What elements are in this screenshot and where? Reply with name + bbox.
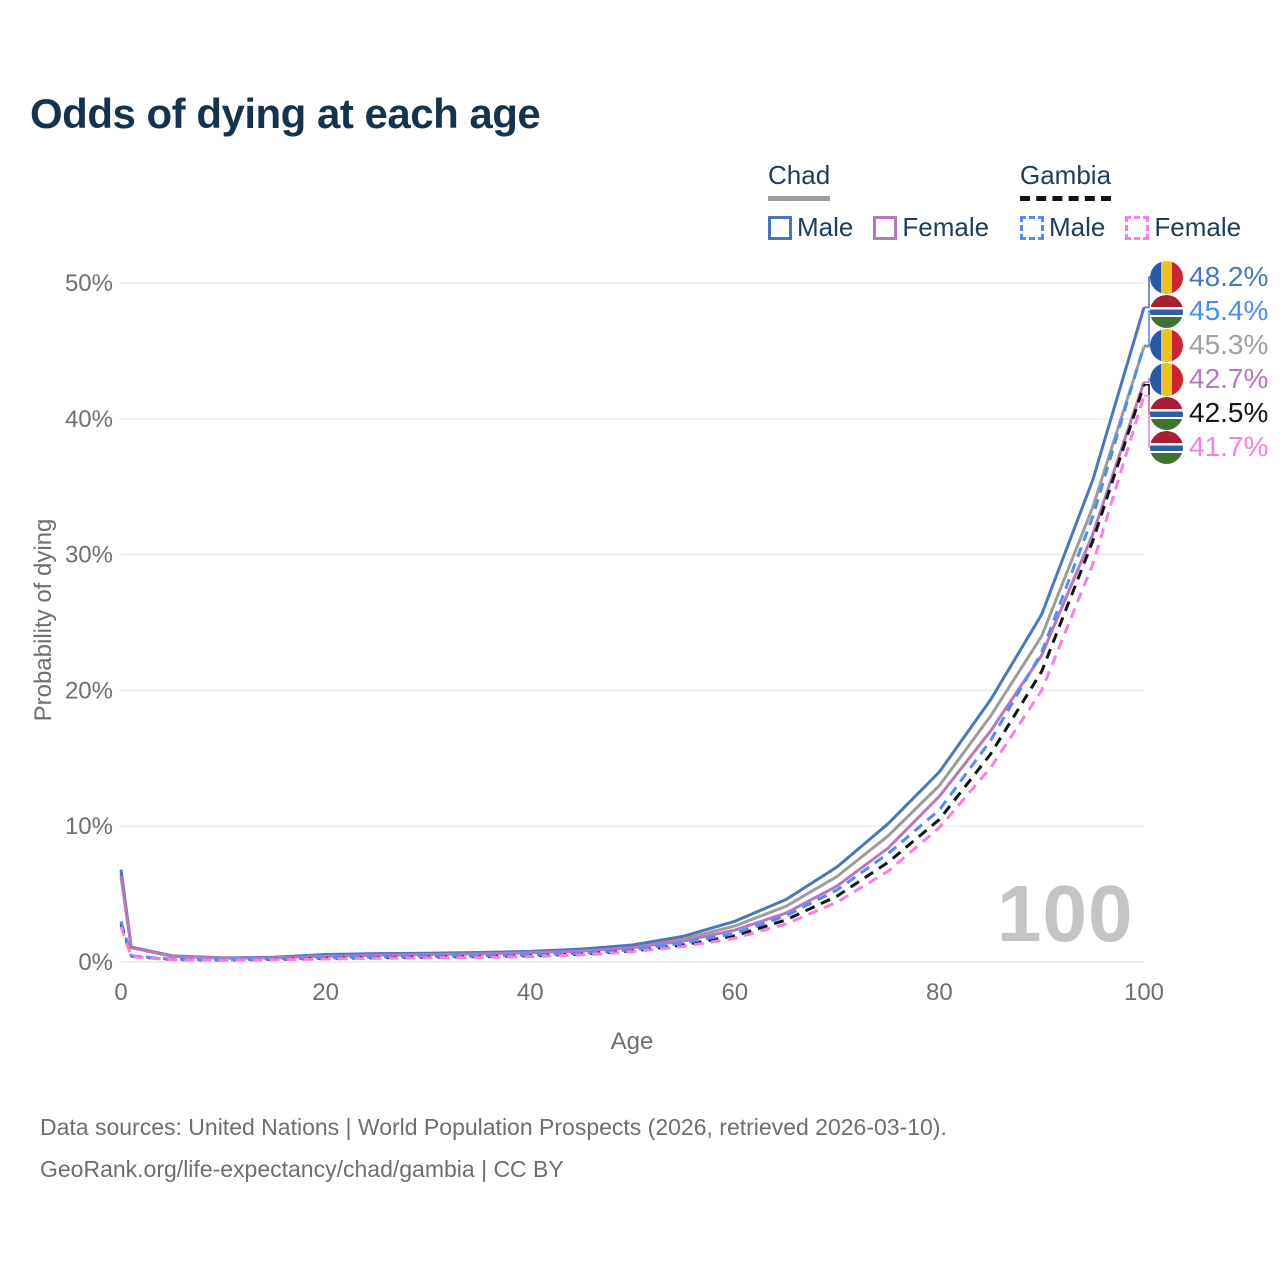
y-tick-label: 30%	[65, 542, 113, 569]
series-line-chad	[119, 346, 1146, 960]
end-label-value: 42.5%	[1189, 397, 1269, 428]
series-line-gambia	[119, 384, 1146, 962]
gambia-flag-icon	[1150, 396, 1183, 430]
x-axis-title: Age	[610, 1028, 654, 1055]
end-label-value: 45.4%	[1189, 295, 1269, 326]
age-indicator-watermark: 100	[997, 869, 1134, 958]
footer-source-line: Data sources: United Nations | World Pop…	[40, 1114, 947, 1140]
y-tick-label: 10%	[65, 813, 113, 840]
end-label-gambia: 42.5%	[1150, 396, 1268, 430]
gambia-flag-icon	[1150, 430, 1183, 464]
end-label-chad-male: 48.2%	[1150, 260, 1268, 294]
gambia-male-swatch-icon	[1020, 215, 1044, 240]
series-line-gambia-female	[119, 395, 1146, 962]
legend-group-gambia: Gambia Male Female	[1020, 160, 1261, 243]
x-tick-label: 40	[517, 979, 544, 1006]
chad-flag-icon	[1150, 362, 1183, 396]
y-axis-title: Probability of dying	[30, 518, 57, 722]
series-line-gambia-male	[119, 345, 1146, 962]
end-label-value: 48.2%	[1189, 261, 1269, 292]
x-tick-label: 0	[114, 979, 127, 1006]
y-tick-label: 20%	[65, 677, 113, 704]
legend-item-gambia-male[interactable]: Male	[1020, 212, 1105, 243]
y-tick-label: 50%	[65, 270, 113, 297]
x-tick-label: 80	[926, 979, 953, 1006]
legend-header-gambia: Gambia	[1020, 160, 1112, 201]
y-tick-label: 40%	[65, 406, 113, 433]
chad-flag-icon	[1150, 260, 1183, 294]
end-label-gambia-female: 41.7%	[1150, 430, 1268, 464]
chad-flag-icon	[1150, 328, 1183, 362]
end-label-chad-female: 42.7%	[1150, 362, 1268, 396]
end-label-chad: 45.3%	[1150, 328, 1268, 362]
footer: Data sources: United Nations | World Pop…	[40, 1106, 947, 1190]
gambia-flag-icon	[1150, 294, 1183, 328]
legend-header-chad: Chad	[768, 160, 831, 201]
chad-male-swatch-icon	[768, 215, 792, 240]
series-line-chad-female	[119, 381, 1146, 960]
end-label-value: 41.7%	[1189, 431, 1269, 462]
end-label-gambia-male: 45.4%	[1150, 294, 1268, 328]
legend-item-chad-male[interactable]: Male	[768, 212, 853, 243]
footer-url-line: GeoRank.org/life-expectancy/chad/gambia …	[40, 1156, 564, 1182]
x-tick-label: 60	[721, 979, 748, 1006]
legend-group-chad: Chad Male Female	[768, 160, 1009, 243]
legend-item-chad-female[interactable]: Female	[873, 212, 989, 243]
series-line-chad-male	[119, 306, 1146, 960]
end-label-value: 45.3%	[1189, 329, 1269, 360]
x-tick-label: 100	[1124, 979, 1164, 1006]
y-tick-label: 0%	[78, 949, 113, 976]
legend-item-gambia-female[interactable]: Female	[1125, 212, 1241, 243]
x-tick-label: 20	[312, 979, 339, 1006]
gambia-female-swatch-icon	[1125, 215, 1150, 240]
chad-female-swatch-icon	[873, 215, 898, 240]
end-label-value: 42.7%	[1189, 363, 1269, 394]
page-title: Odds of dying at each age	[30, 90, 541, 137]
